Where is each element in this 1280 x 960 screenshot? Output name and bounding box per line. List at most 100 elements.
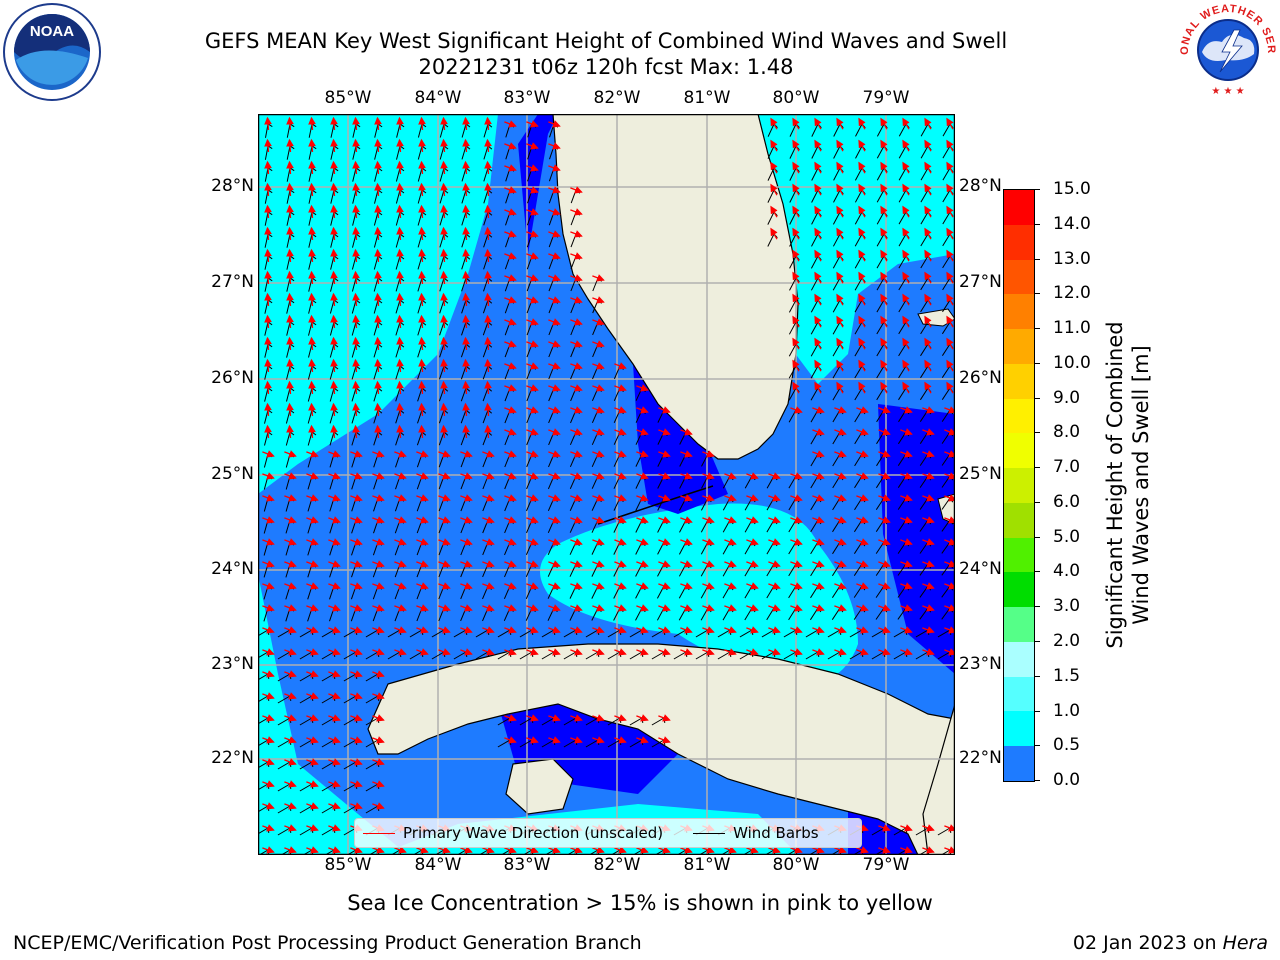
wave-direction-arrow: [770, 161, 778, 174]
wave-direction-arrow: [856, 560, 869, 568]
wave-direction-arrow: [902, 161, 910, 174]
wave-direction-arrow: [924, 359, 932, 372]
wave-direction-arrow: [878, 406, 891, 414]
wave-direction-arrow: [394, 604, 407, 612]
wave-direction-arrow: [924, 293, 932, 306]
wave-direction-arrow: [264, 314, 272, 329]
wave-direction-arrow: [396, 116, 404, 131]
wave-direction-arrow: [308, 270, 316, 285]
wave-direction-arrow: [790, 846, 803, 854]
wave-direction-arrow: [284, 758, 297, 766]
wave-direction-arrow: [484, 402, 492, 417]
colorbar-tick-mark: [1034, 223, 1040, 225]
wave-direction-arrow: [284, 626, 297, 634]
wave-direction-arrow: [526, 472, 539, 480]
wave-direction-arrow: [262, 758, 275, 766]
wave-direction-arrow: [308, 380, 316, 395]
wave-direction-arrow: [440, 292, 448, 307]
wave-direction-arrow: [614, 538, 627, 546]
wave-direction-arrow: [526, 428, 539, 436]
wave-direction-arrow: [462, 292, 470, 307]
wave-direction-arrow: [504, 736, 517, 744]
wave-direction-arrow: [440, 314, 448, 329]
wave-direction-arrow: [416, 516, 429, 524]
wave-direction-arrow: [504, 604, 517, 612]
wave-direction-arrow: [858, 117, 866, 130]
wave-direction-arrow: [482, 450, 495, 458]
wave-direction-arrow: [462, 402, 470, 417]
nws-logo: NATIONAL WEATHER SERVICE ★ ★ ★: [1174, 0, 1278, 100]
wave-direction-arrow: [724, 626, 737, 634]
colorbar-tick-mark: [1034, 675, 1040, 677]
wave-direction-arrow: [396, 380, 404, 395]
wave-direction-arrow: [462, 314, 470, 329]
wave-direction-arrow: [394, 560, 407, 568]
wave-direction-arrow: [878, 494, 891, 502]
wave-direction-arrow: [856, 582, 869, 590]
map-panel: [258, 114, 955, 855]
wave-direction-arrow: [460, 560, 473, 568]
wave-direction-arrow: [836, 359, 844, 372]
wave-direction-arrow: [880, 117, 888, 130]
wave-direction-arrow: [286, 226, 294, 241]
wave-direction-arrow: [792, 271, 800, 284]
wave-direction-arrow: [350, 736, 363, 744]
wave-direction-arrow: [418, 358, 426, 373]
wave-direction-arrow: [526, 142, 539, 150]
wave-direction-arrow: [306, 648, 319, 656]
lon-label-bottom: 83°W: [503, 855, 551, 875]
colorbar-swatch: [1004, 398, 1034, 434]
wave-direction-arrow: [812, 516, 825, 524]
wave-direction-arrow: [922, 626, 935, 634]
wave-direction-arrow: [944, 494, 955, 502]
wave-direction-arrow: [680, 582, 693, 590]
colorbar-swatch: [1004, 502, 1034, 538]
wave-direction-arrow: [944, 604, 955, 612]
wave-direction-arrow: [264, 160, 272, 175]
wave-direction-arrow: [306, 670, 319, 678]
wave-direction-arrow: [374, 424, 382, 439]
wave-direction-arrow: [636, 472, 649, 480]
wave-direction-arrow: [308, 204, 316, 219]
colorbar-swatch: [1004, 468, 1034, 503]
wave-direction-arrow: [858, 161, 866, 174]
wave-direction-arrow: [592, 274, 605, 282]
lat-label-right: 26°N: [959, 368, 1002, 388]
wave-direction-arrow: [812, 428, 825, 436]
lat-label-left: 27°N: [211, 272, 254, 292]
wave-direction-arrow: [286, 182, 294, 197]
wave-direction-arrow: [836, 381, 844, 394]
wave-direction-arrow: [286, 116, 294, 131]
wave-direction-arrow: [746, 846, 759, 854]
wave-direction-arrow: [878, 582, 891, 590]
wave-direction-arrow: [526, 516, 539, 524]
wave-direction-arrow: [504, 846, 517, 854]
wave-direction-arrow: [286, 248, 294, 263]
wave-direction-arrow: [374, 248, 382, 263]
colorbar-tick-mark: [1034, 258, 1040, 260]
wave-direction-arrow: [924, 337, 932, 350]
wave-direction-arrow: [330, 160, 338, 175]
wave-direction-arrow: [924, 271, 932, 284]
wave-direction-arrow: [768, 472, 781, 480]
wave-direction-arrow: [856, 538, 869, 546]
wave-direction-arrow: [592, 714, 605, 722]
wave-direction-arrow: [416, 648, 429, 656]
lon-label-top: 84°W: [414, 88, 462, 108]
wave-direction-arrow: [284, 670, 297, 678]
wave-direction-arrow: [286, 424, 294, 439]
wave-direction-arrow: [944, 626, 955, 634]
wave-direction-arrow: [900, 824, 913, 832]
wave-direction-arrow: [636, 428, 649, 436]
wave-direction-arrow: [548, 648, 561, 656]
wave-direction-arrow: [482, 538, 495, 546]
colorbar-tick-mark: [1034, 745, 1040, 747]
wave-direction-arrow: [946, 271, 954, 284]
wave-direction-arrow: [484, 314, 492, 329]
wave-direction-arrow: [328, 758, 341, 766]
wave-direction-arrow: [306, 582, 319, 590]
wave-direction-arrow: [944, 406, 955, 414]
noaa-logo-text: NOAA: [30, 23, 74, 40]
wave-direction-arrow: [658, 516, 671, 524]
wave-direction-arrow: [922, 582, 935, 590]
